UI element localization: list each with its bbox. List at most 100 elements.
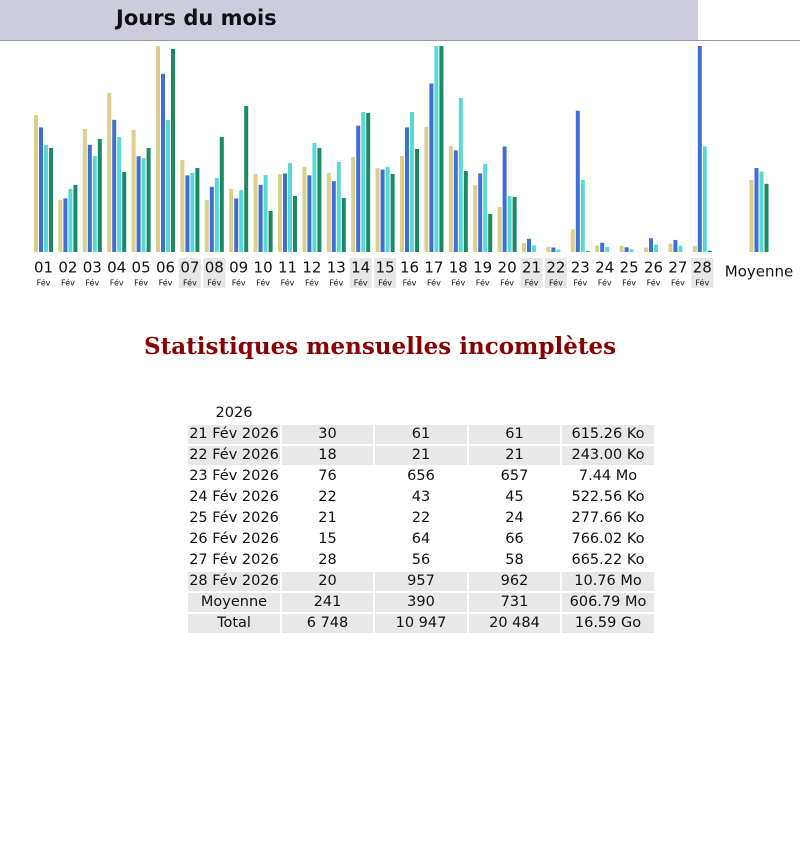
bar — [410, 112, 414, 252]
bar — [644, 247, 648, 252]
bar — [49, 147, 53, 252]
table-cell: Total — [188, 614, 280, 633]
table-row: 21 Fév 2026 30 61 61 615.26 Ko — [188, 425, 654, 444]
bar — [497, 206, 502, 252]
x-tick-label: 23 — [571, 259, 590, 277]
table-cell: 66 — [469, 530, 560, 549]
bar — [707, 250, 712, 252]
x-tick-label: 05 — [132, 259, 151, 277]
table-cell: 76 — [282, 467, 373, 486]
table-cell: 24 — [469, 509, 560, 528]
bar — [668, 243, 673, 252]
bar — [649, 238, 653, 252]
bar — [87, 144, 92, 252]
bar — [341, 197, 346, 252]
x-tick-sublabel: Fév — [378, 278, 392, 288]
table-row: Total 6 748 10 947 20 484 16.59 Go — [188, 614, 654, 633]
bar — [507, 195, 512, 252]
table-cell: 61 — [375, 425, 467, 444]
table-cell: 58 — [469, 551, 560, 570]
x-tick-sublabel: Fév — [354, 278, 368, 288]
table-row: 23 Fév 2026 76 656 657 7.44 Mo — [188, 467, 654, 486]
bar — [214, 178, 219, 252]
bar — [754, 168, 759, 252]
x-tick-label: 24 — [595, 259, 614, 277]
chart-title: Jours du mois — [114, 6, 277, 30]
table-cell: 7.44 Mo — [562, 467, 654, 486]
bar — [764, 183, 769, 252]
bar — [317, 147, 322, 252]
bar — [326, 172, 331, 252]
bar — [502, 146, 507, 252]
x-tick-label: 02 — [58, 259, 77, 277]
table-cell: 16.59 Go — [562, 614, 654, 633]
table-cell: 657 — [469, 467, 560, 486]
table-cell: 25 Fév 2026 — [188, 509, 280, 528]
x-tick-sublabel: Fév — [403, 278, 417, 288]
x-tick-label: 21 — [522, 259, 541, 277]
weekend-label-bg — [544, 258, 567, 288]
table-cell: Moyenne — [188, 593, 280, 612]
x-tick-label: 14 — [351, 259, 370, 277]
bar — [439, 46, 444, 252]
table-row: 24 Fév 2026 22 43 45 522.56 Ko — [188, 488, 654, 507]
x-tick-label: 10 — [254, 259, 273, 277]
x-tick-sublabel: Fév — [159, 278, 173, 288]
table-cell: 390 — [375, 593, 467, 612]
bar — [702, 146, 707, 252]
x-tick-label: 06 — [156, 259, 175, 277]
bar — [697, 46, 702, 252]
x-tick-label: 04 — [107, 259, 126, 277]
bar — [595, 245, 600, 252]
x-tick-sublabel: Fév — [695, 278, 709, 288]
table-cell: 21 Fév 2026 — [188, 425, 280, 444]
x-tick-label: 03 — [83, 259, 102, 277]
table-cell: 277.66 Ko — [562, 509, 654, 528]
bar — [629, 249, 634, 252]
table-cell: 27 Fév 2026 — [188, 551, 280, 570]
bar — [429, 83, 434, 252]
table-cell: 45 — [469, 488, 560, 507]
x-tick-sublabel: Fév — [61, 278, 75, 288]
bar — [229, 189, 234, 252]
table-cell: 24 Fév 2026 — [188, 488, 280, 507]
x-tick-label: 27 — [668, 259, 687, 277]
table-cell: 522.56 Ko — [562, 488, 654, 507]
table-cell: 20 484 — [469, 614, 560, 633]
bar — [624, 247, 629, 252]
bar — [107, 92, 112, 252]
table-cell: 656 — [375, 467, 467, 486]
bar — [268, 210, 273, 252]
table-cell: 243.00 Ko — [562, 446, 654, 465]
bar — [366, 112, 371, 253]
bar — [759, 171, 764, 252]
x-tick-label: 13 — [327, 259, 346, 277]
table-cell: 64 — [375, 530, 467, 549]
bar — [600, 242, 605, 252]
table-row: 28 Fév 2026 20 957 962 10.76 Mo — [188, 572, 654, 591]
table-cell: 606.79 Mo — [562, 593, 654, 612]
bar — [605, 247, 610, 252]
x-tick-label: 15 — [376, 259, 395, 277]
bar — [483, 163, 488, 252]
x-tick-sublabel: Fév — [671, 278, 685, 288]
x-tick-label: 19 — [473, 259, 492, 277]
bar — [331, 181, 336, 252]
bar — [283, 173, 287, 252]
bar — [253, 174, 258, 252]
bar — [166, 120, 170, 252]
bar — [122, 171, 127, 252]
table-cell: 962 — [469, 572, 560, 591]
x-tick-label: 11 — [278, 259, 297, 277]
bar — [156, 46, 160, 252]
weekend-label-bg — [520, 258, 543, 288]
table-cell: 22 — [282, 488, 373, 507]
bar — [448, 146, 453, 252]
x-tick-label: 16 — [400, 259, 419, 277]
bar — [190, 173, 195, 252]
x-tick-label: 20 — [498, 259, 517, 277]
bar — [161, 73, 165, 252]
bar — [405, 127, 409, 252]
bar — [478, 173, 483, 252]
table-row: 25 Fév 2026 21 22 24 277.66 Ko — [188, 509, 654, 528]
